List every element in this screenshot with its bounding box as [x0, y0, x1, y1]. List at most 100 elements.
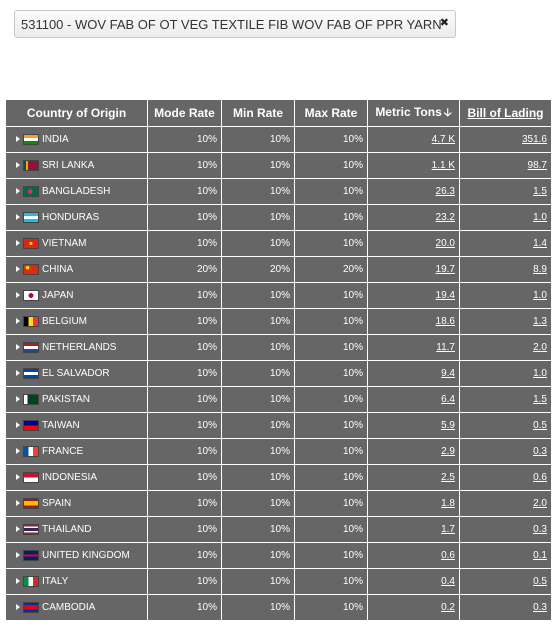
mode-rate-cell: 10%: [147, 178, 222, 205]
metric-tons-link[interactable]: 20.0: [435, 238, 455, 249]
metric-tons-link[interactable]: 1.7: [441, 524, 455, 535]
table-row: UNITED KINGDOM 10% 10% 10% 0.6 0.1: [5, 542, 552, 569]
country-cell[interactable]: INDONESIA: [5, 464, 148, 491]
bill-of-lading-link[interactable]: 98.7: [527, 160, 547, 171]
expand-caret-icon[interactable]: [16, 240, 20, 247]
bill-of-lading-cell: 0.5: [459, 568, 552, 595]
country-cell[interactable]: PAKISTAN: [5, 386, 148, 413]
metric-tons-link[interactable]: 2.5: [441, 472, 455, 483]
expand-caret-icon[interactable]: [16, 422, 20, 429]
bill-of-lading-link[interactable]: 8.9: [533, 264, 547, 275]
bill-of-lading-link[interactable]: 1.5: [533, 186, 547, 197]
bill-of-lading-link[interactable]: 1.4: [533, 238, 547, 249]
filter-chip-label: 531100 - WOV FAB OF OT VEG TEXTILE FIB W…: [21, 16, 442, 32]
expand-caret-icon[interactable]: [16, 396, 20, 403]
max-rate-cell: 10%: [294, 282, 368, 309]
country-cell[interactable]: HONDURAS: [5, 204, 148, 231]
bill-of-lading-link[interactable]: 2.0: [533, 498, 547, 509]
close-icon[interactable]: ✖: [439, 17, 449, 29]
bill-of-lading-link[interactable]: 0.3: [533, 524, 547, 535]
country-cell[interactable]: CHINA: [5, 256, 148, 283]
country-cell[interactable]: BELGIUM: [5, 308, 148, 335]
expand-caret-icon[interactable]: [16, 214, 20, 221]
metric-tons-link[interactable]: 2.9: [441, 446, 455, 457]
max-rate-cell: 10%: [294, 464, 368, 491]
expand-caret-icon[interactable]: [16, 318, 20, 325]
bill-of-lading-link[interactable]: 351.6: [521, 134, 547, 145]
expand-caret-icon[interactable]: [16, 292, 20, 299]
expand-caret-icon[interactable]: [16, 136, 20, 143]
bill-of-lading-link[interactable]: 0.3: [533, 446, 547, 457]
bill-of-lading-link[interactable]: 0.5: [533, 576, 547, 587]
expand-caret-icon[interactable]: [16, 526, 20, 533]
metric-tons-link[interactable]: 19.7: [435, 264, 455, 275]
metric-tons-link[interactable]: 0.4: [441, 576, 455, 587]
japan-flag-icon: [23, 289, 39, 301]
min-rate-cell: 20%: [221, 256, 295, 283]
expand-caret-icon[interactable]: [16, 578, 20, 585]
country-cell[interactable]: NETHERLANDS: [5, 334, 148, 361]
bill-of-lading-link[interactable]: 0.5: [533, 420, 547, 431]
country-cell[interactable]: ITALY: [5, 568, 148, 595]
header-metric-tons[interactable]: Metric Tons 🡣: [367, 99, 460, 127]
mode-rate-cell: 10%: [147, 230, 222, 257]
metric-tons-link[interactable]: 4.7 K: [431, 134, 455, 145]
metric-tons-link[interactable]: 23.2: [435, 212, 455, 223]
max-rate-cell: 10%: [294, 126, 368, 153]
bill-of-lading-link[interactable]: 2.0: [533, 342, 547, 353]
min-rate-cell: 10%: [221, 230, 295, 257]
expand-caret-icon[interactable]: [16, 370, 20, 377]
expand-caret-icon[interactable]: [16, 188, 20, 195]
bill-of-lading-link[interactable]: 1.5: [533, 394, 547, 405]
country-cell[interactable]: UNITED KINGDOM: [5, 542, 148, 569]
metric-tons-link[interactable]: 1.1 K: [431, 160, 455, 171]
expand-caret-icon[interactable]: [16, 266, 20, 273]
country-cell[interactable]: TAIWAN: [5, 412, 148, 439]
expand-caret-icon[interactable]: [16, 552, 20, 559]
bill-of-lading-link[interactable]: 0.1: [533, 550, 547, 561]
metric-tons-link[interactable]: 5.9: [441, 420, 455, 431]
indonesia-flag-icon: [23, 471, 39, 483]
bill-of-lading-link[interactable]: 0.6: [533, 472, 547, 483]
expand-caret-icon[interactable]: [16, 162, 20, 169]
country-cell[interactable]: JAPAN: [5, 282, 148, 309]
mode-rate-cell: 10%: [147, 516, 222, 543]
country-cell[interactable]: VIETNAM: [5, 230, 148, 257]
country-cell[interactable]: BANGLADESH: [5, 178, 148, 205]
table-row: EL SALVADOR 10% 10% 10% 9.4 1.0: [5, 360, 552, 387]
bill-of-lading-link[interactable]: 1.0: [533, 290, 547, 301]
expand-caret-icon[interactable]: [16, 474, 20, 481]
metric-tons-link[interactable]: 6.4: [441, 394, 455, 405]
bill-of-lading-link[interactable]: 1.3: [533, 316, 547, 327]
header-bill-of-lading[interactable]: Bill of Lading: [459, 99, 552, 127]
metric-tons-link[interactable]: 9.4: [441, 368, 455, 379]
bill-of-lading-link[interactable]: 1.0: [533, 368, 547, 379]
country-name: FRANCE: [42, 446, 84, 458]
expand-caret-icon[interactable]: [16, 604, 20, 611]
expand-caret-icon[interactable]: [16, 344, 20, 351]
metric-tons-link[interactable]: 11.7: [436, 342, 455, 353]
country-cell[interactable]: INDIA: [5, 126, 148, 153]
metric-tons-link[interactable]: 19.4: [435, 290, 455, 301]
expand-caret-icon[interactable]: [16, 500, 20, 507]
bill-of-lading-link[interactable]: 1.0: [533, 212, 547, 223]
metric-tons-cell: 2.5: [367, 464, 460, 491]
country-cell[interactable]: THAILAND: [5, 516, 148, 543]
country-name: THAILAND: [42, 524, 92, 536]
country-cell[interactable]: SPAIN: [5, 490, 148, 517]
metric-tons-link[interactable]: 0.6: [441, 550, 455, 561]
mode-rate-cell: 10%: [147, 386, 222, 413]
metric-tons-cell: 1.1 K: [367, 152, 460, 179]
metric-tons-link[interactable]: 26.3: [435, 186, 455, 197]
metric-tons-link[interactable]: 18.6: [435, 316, 455, 327]
metric-tons-link[interactable]: 0.2: [441, 602, 455, 613]
country-cell[interactable]: FRANCE: [5, 438, 148, 465]
metric-tons-cell: 1.7: [367, 516, 460, 543]
table-row: JAPAN 10% 10% 10% 19.4 1.0: [5, 282, 552, 309]
metric-tons-link[interactable]: 1.8: [441, 498, 455, 509]
expand-caret-icon[interactable]: [16, 448, 20, 455]
country-cell[interactable]: EL SALVADOR: [5, 360, 148, 387]
country-cell[interactable]: CAMBODIA: [5, 594, 148, 621]
bill-of-lading-link[interactable]: 0.3: [533, 602, 547, 613]
country-cell[interactable]: SRI LANKA: [5, 152, 148, 179]
